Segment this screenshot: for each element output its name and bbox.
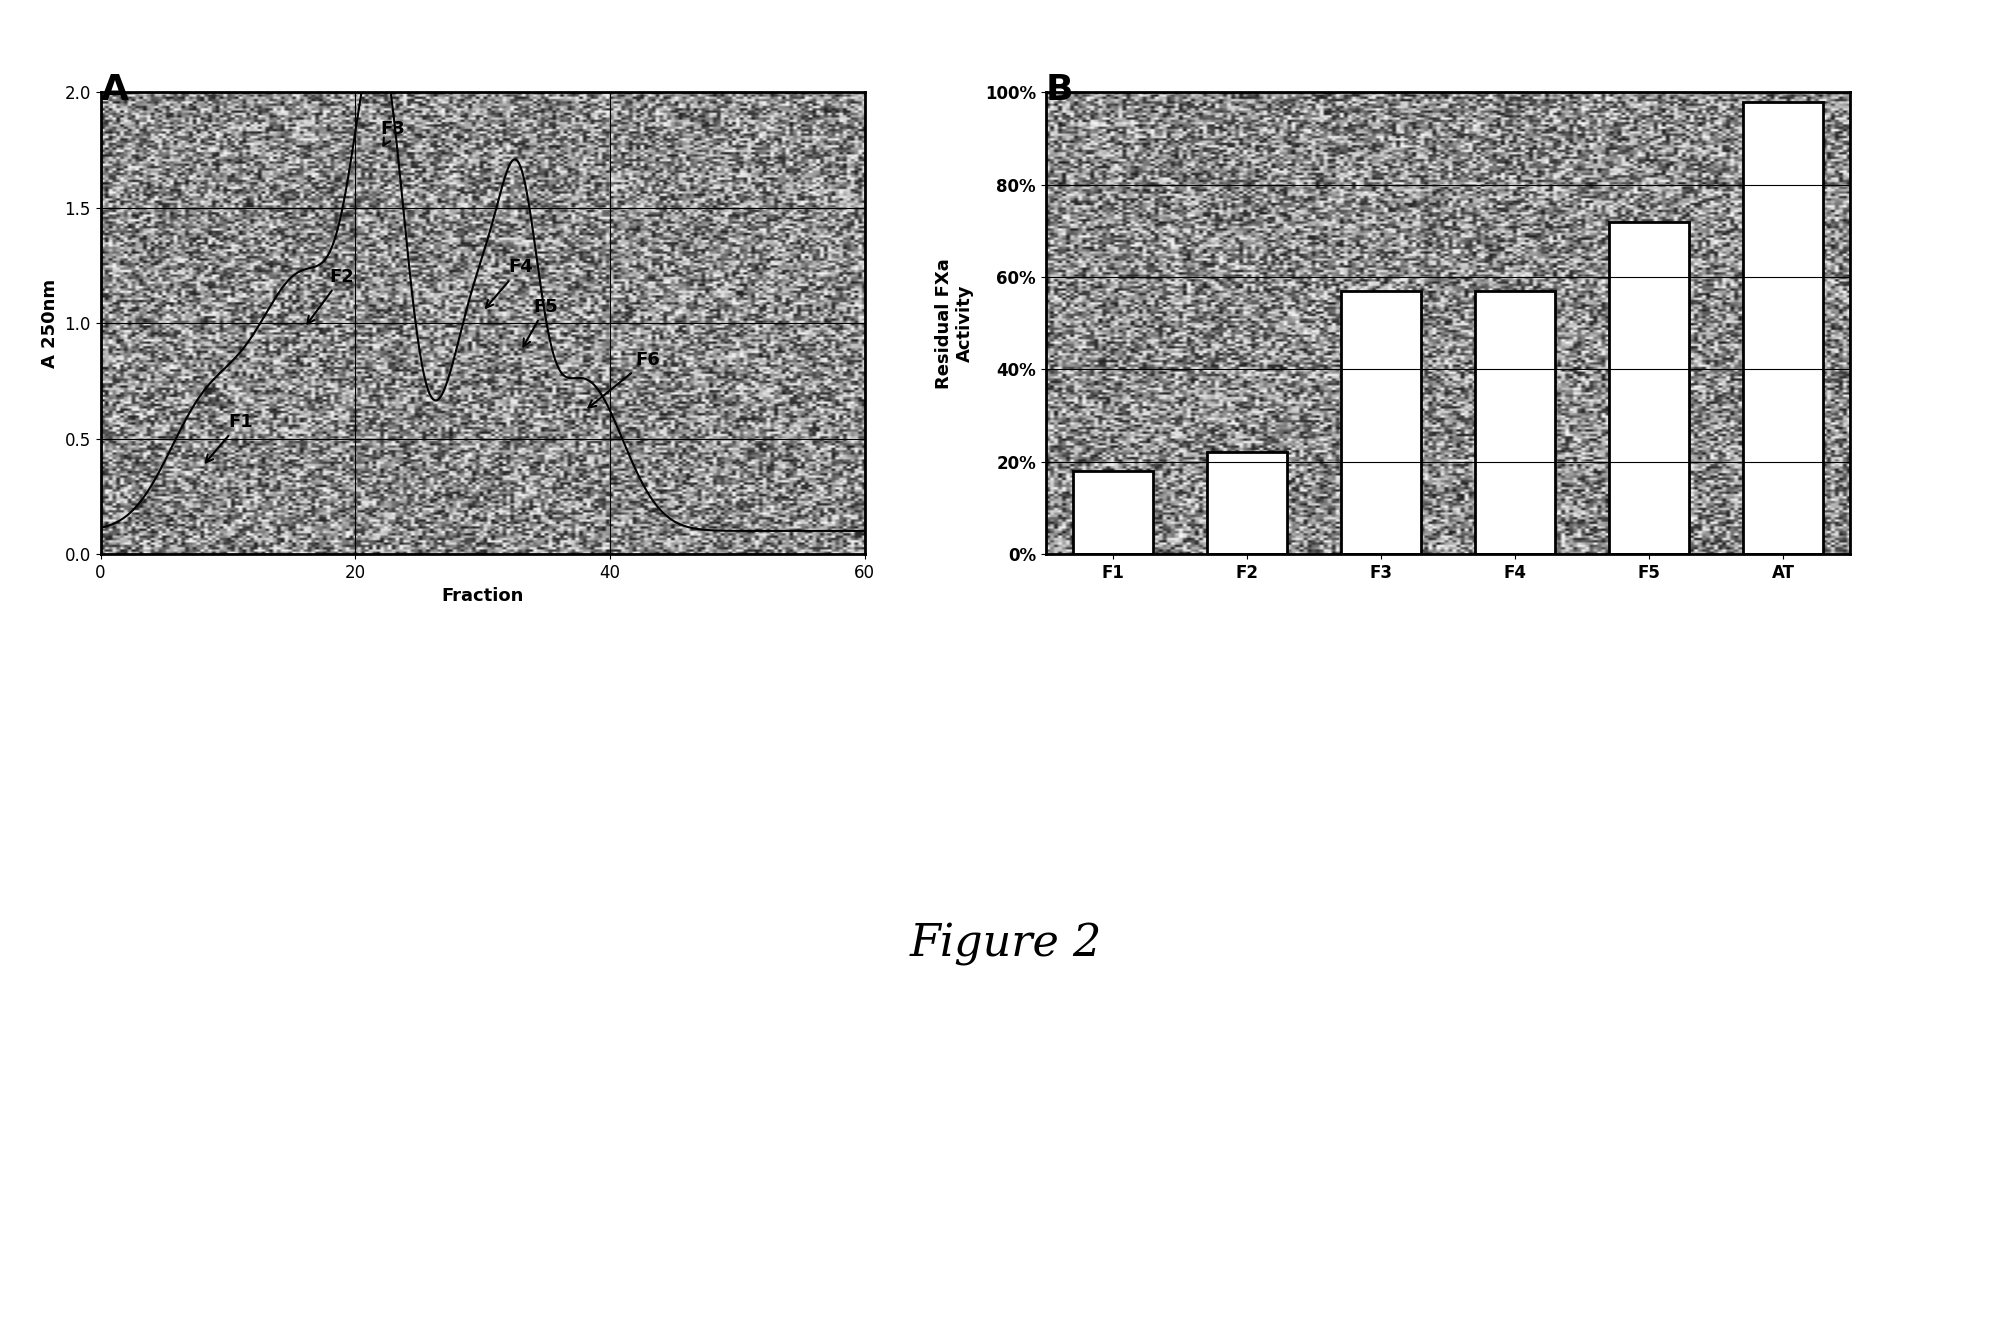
Bar <box>1474 291 1555 554</box>
Bar <box>1341 291 1422 554</box>
Y-axis label: Residual FXa
Activity: Residual FXa Activity <box>935 257 973 389</box>
Bar <box>1207 452 1287 554</box>
Text: F5: F5 <box>523 298 559 347</box>
Text: F3: F3 <box>380 120 406 145</box>
Text: B: B <box>1046 73 1074 107</box>
X-axis label: Fraction: Fraction <box>442 587 523 605</box>
Bar <box>1072 471 1152 554</box>
Text: F1: F1 <box>205 413 253 463</box>
Text: Figure 2: Figure 2 <box>909 923 1102 967</box>
Text: F2: F2 <box>308 268 354 323</box>
Y-axis label: A 250nm: A 250nm <box>40 278 58 368</box>
Bar <box>1609 222 1689 554</box>
Bar <box>1744 102 1824 554</box>
Text: F6: F6 <box>589 351 660 408</box>
Text: A: A <box>101 73 129 107</box>
Text: F4: F4 <box>487 259 533 307</box>
